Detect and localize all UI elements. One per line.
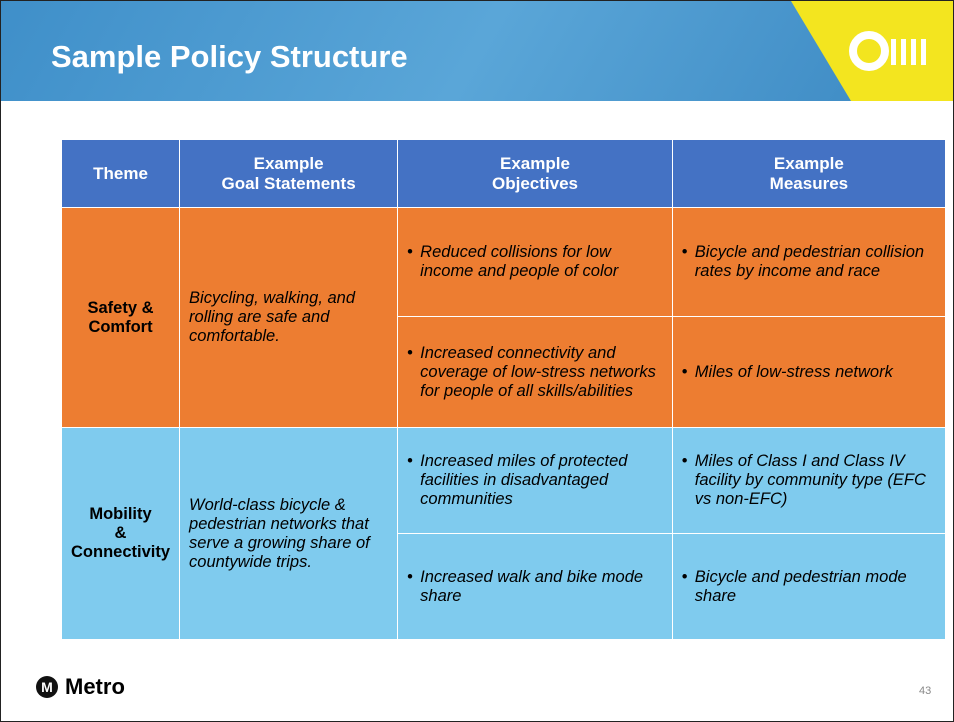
column-header: Example Goal Statements — [179, 139, 399, 208]
decoration — [791, 1, 953, 101]
goal-cell: World-class bicycle & pedestrian network… — [179, 427, 399, 640]
svg-text:M: M — [41, 679, 53, 695]
table-row: Increased walk and bike mode share Bicycl… — [62, 533, 947, 640]
measure-text: Bicycle and pedestrian mode share — [682, 568, 936, 606]
objective-cell: Reduced collisions for low income and pe… — [397, 207, 673, 317]
measure-cell: Miles of low-stress network — [671, 316, 947, 428]
column-header: Example Measures — [671, 139, 947, 208]
measure-cell: Miles of Class I and Class IV facility b… — [671, 427, 947, 534]
logo-icon: M — [36, 676, 58, 698]
column-header: Theme — [60, 139, 181, 208]
policy-table: Theme Example Goal Statements Example Obje… — [60, 139, 947, 640]
objective-text: Increased miles of protected facilities … — [407, 452, 663, 509]
table-row: Increased connectivity and coverage of l… — [62, 316, 947, 428]
objective-cell: Increased connectivity and coverage of l… — [397, 316, 673, 428]
header-band — [1, 1, 953, 101]
measure-cell: Bicycle and pedestrian mode share — [671, 533, 947, 640]
theme-cell: Safety & Comfort — [60, 207, 181, 428]
title: Sample Policy Structure — [51, 39, 408, 74]
measure-text: Bicycle and pedestrian collision rates b… — [682, 243, 936, 281]
page-number: 43 — [919, 685, 932, 697]
column-header: Example Objectives — [397, 139, 673, 208]
objective-text: Reduced collisions for low income and pe… — [407, 243, 663, 281]
objective-text: Increased walk and bike mode share — [407, 568, 663, 606]
measure-cell: Bicycle and pedestrian collision rates b… — [671, 207, 947, 317]
measure-text: Miles of Class I and Class IV facility b… — [682, 452, 936, 509]
goal-cell: Bicycling, walking, and rolling are safe… — [179, 207, 399, 428]
logo: M Metro — [35, 674, 125, 700]
objective-text: Increased connectivity and coverage of l… — [407, 344, 663, 401]
theme-cell: Mobility & Connectivity — [60, 427, 181, 640]
measure-text: Miles of low-stress network — [682, 363, 936, 382]
objective-cell: Increased miles of protected facilities … — [397, 427, 673, 534]
table-row: Safety & Comfort Bicycling, walking, and … — [60, 207, 947, 428]
objective-cell: Increased walk and bike mode share — [397, 533, 673, 640]
table-row: Mobility & Connectivity World-class bicyc… — [60, 427, 947, 640]
logo-text: Metro — [65, 674, 125, 699]
header-row: Theme Example Goal Statements Example Obje… — [60, 139, 947, 208]
